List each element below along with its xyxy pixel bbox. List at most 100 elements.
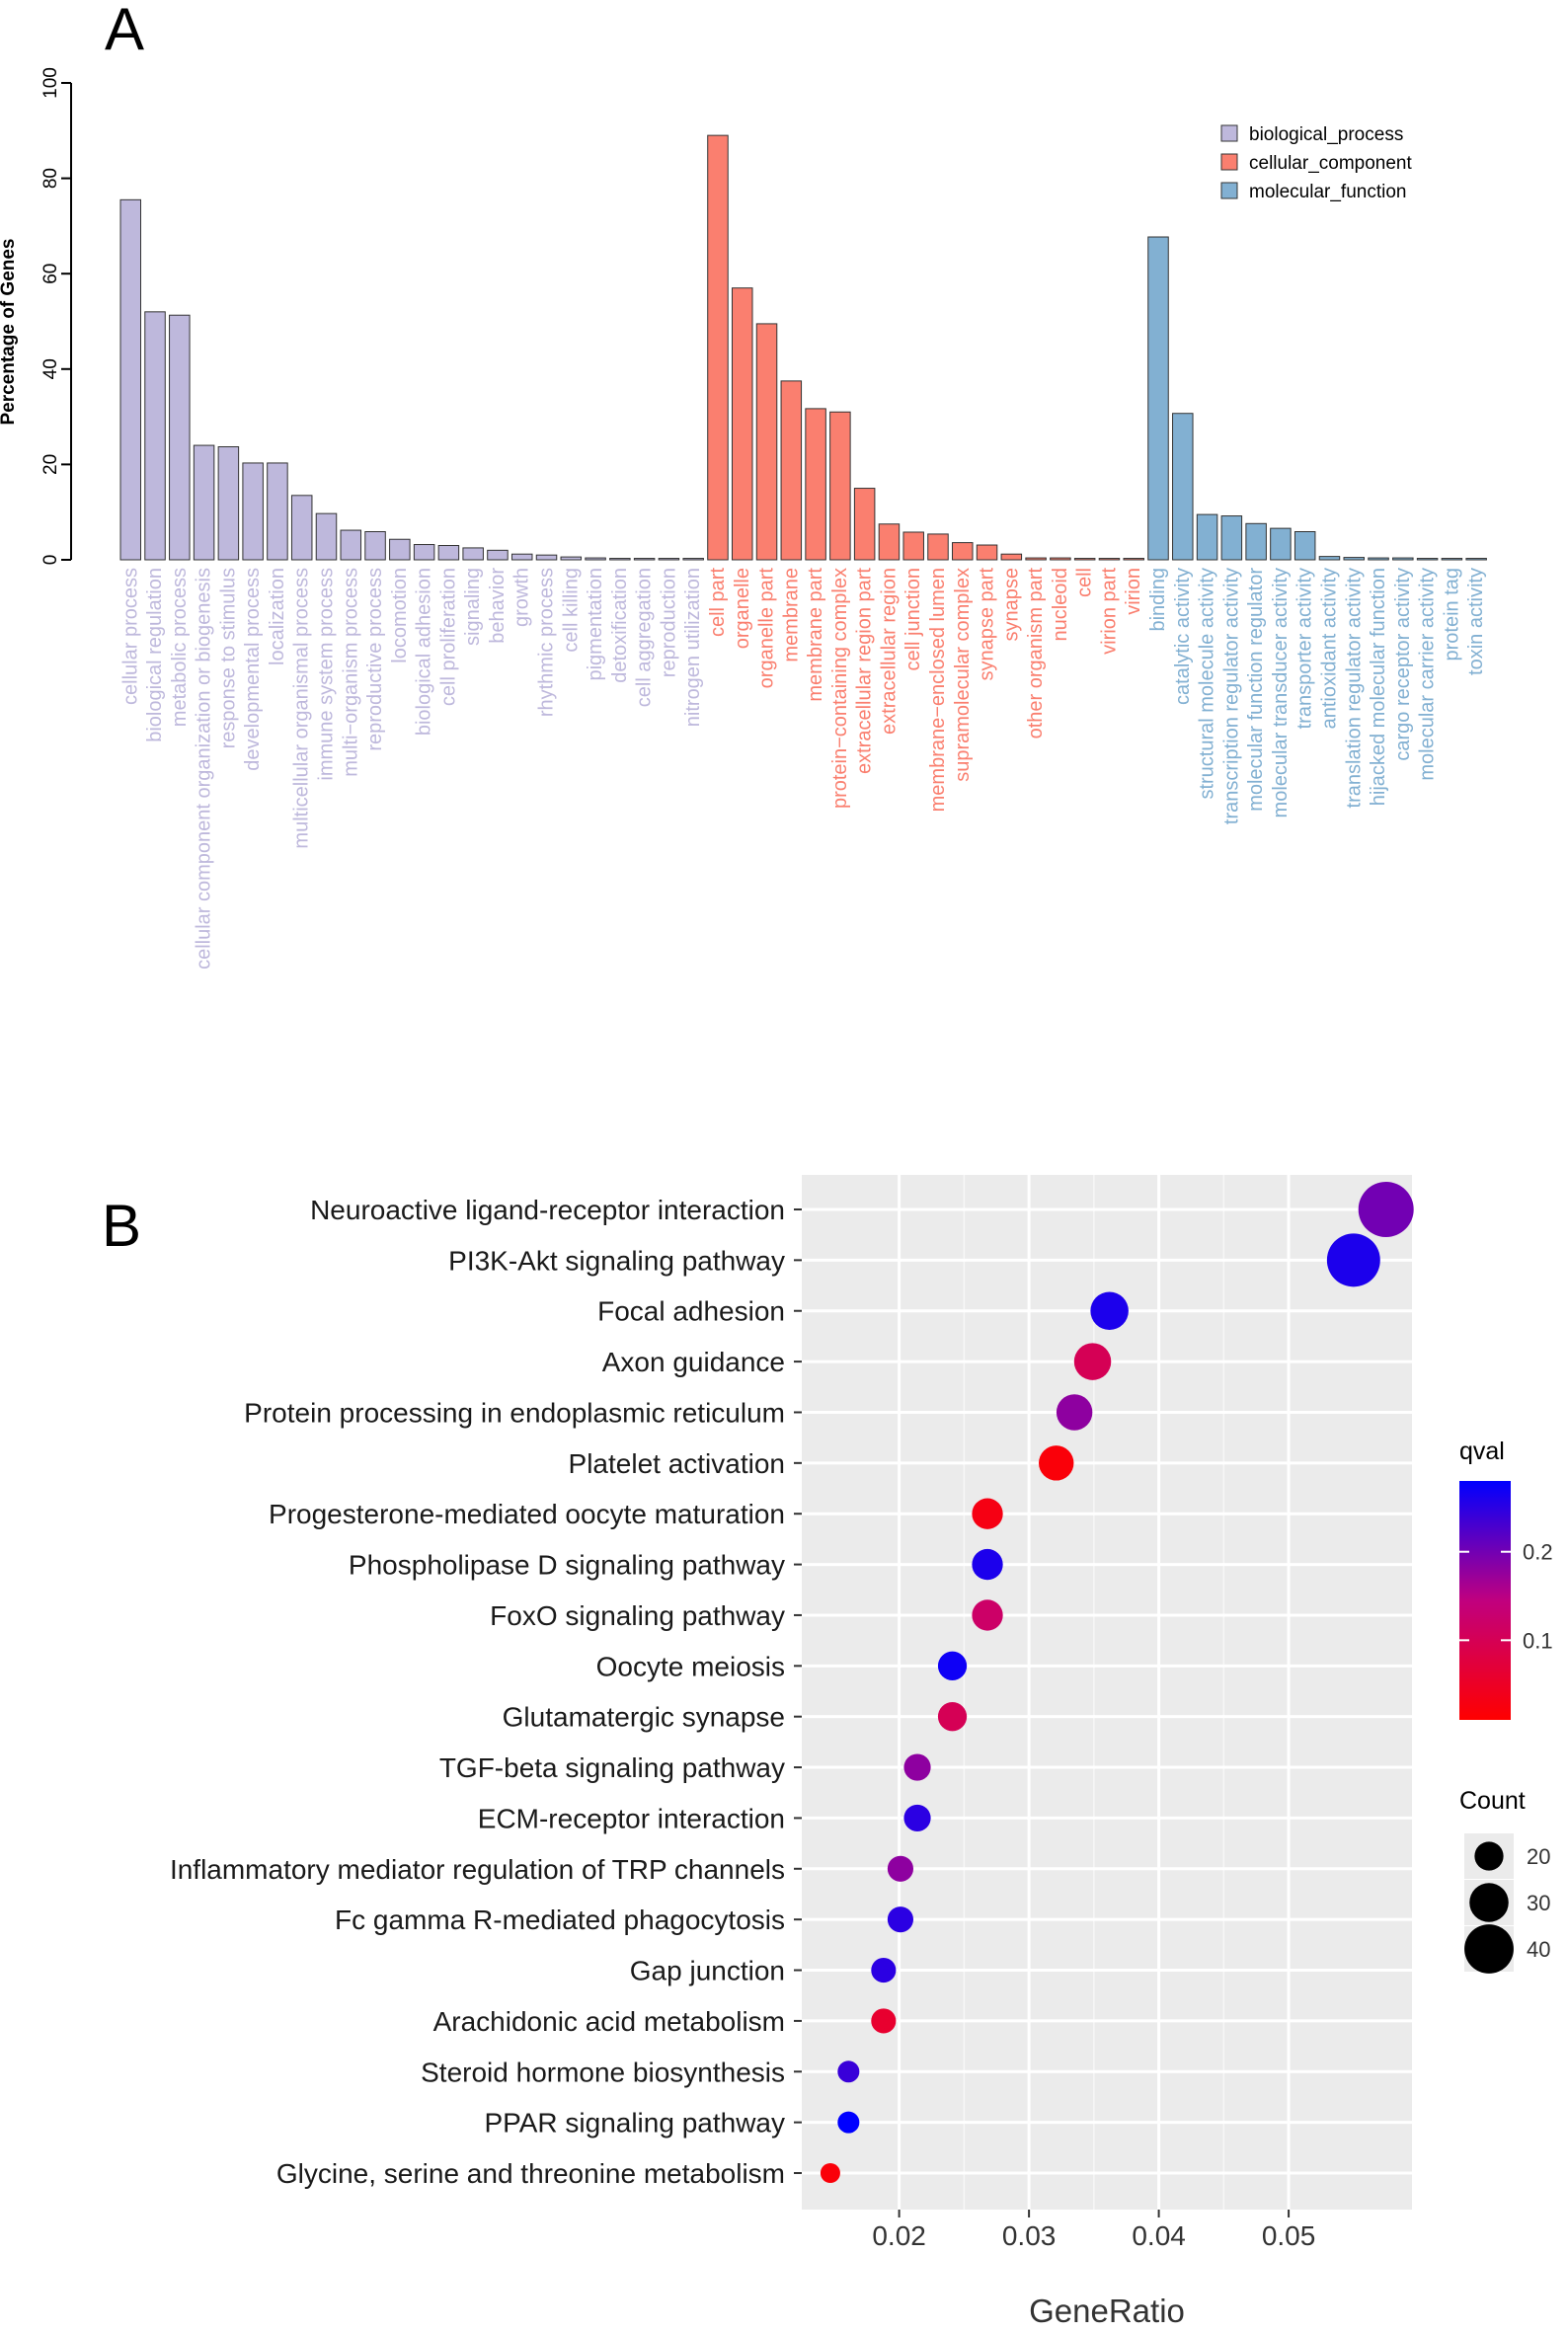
points bbox=[820, 1182, 1414, 2183]
y-axis: 0 20 40 60 80 100 bbox=[40, 67, 72, 566]
bar bbox=[1196, 513, 1218, 561]
x-axis-label: GeneRatio bbox=[1029, 2293, 1185, 2329]
x-tick-label: cellular process bbox=[119, 568, 141, 705]
bar bbox=[340, 529, 362, 561]
data-point bbox=[820, 2163, 840, 2183]
x-tick-label: supramolecular complex bbox=[952, 568, 974, 782]
bar bbox=[1098, 558, 1121, 561]
x-tick-label: multi−organism process bbox=[340, 568, 361, 777]
size-key-dot bbox=[1469, 1883, 1509, 1922]
x-tick-label: protein−containing complex bbox=[829, 568, 851, 809]
x-tick-label: other organism part bbox=[1025, 568, 1047, 739]
data-point bbox=[972, 1548, 1003, 1581]
term-label: ECM-receptor interaction bbox=[478, 1803, 785, 1833]
bar bbox=[1465, 558, 1487, 561]
legend-swatch bbox=[1220, 124, 1238, 142]
term-label: Phospholipase D signaling pathway bbox=[349, 1550, 785, 1581]
bar bbox=[242, 462, 264, 561]
x-tick-label: nitrogen utilization bbox=[682, 568, 704, 727]
bar bbox=[560, 556, 583, 561]
y-tick-label: 100 bbox=[40, 67, 61, 99]
panel-b-label: B bbox=[102, 1193, 141, 1259]
bar bbox=[1025, 557, 1047, 561]
bar bbox=[267, 462, 288, 561]
x-tick-label: response to stimulus bbox=[217, 568, 239, 748]
bars bbox=[119, 134, 1487, 561]
bar bbox=[315, 512, 338, 561]
x-tick-label: biological adhesion bbox=[414, 568, 435, 736]
bar bbox=[732, 287, 753, 561]
x-tick-label: antioxidant activity bbox=[1318, 568, 1340, 729]
x-tick-label: immune system process bbox=[315, 568, 337, 781]
x-tick-label: cell aggregation bbox=[634, 568, 656, 707]
x-tick-label: toxin activity bbox=[1465, 568, 1487, 675]
bar bbox=[755, 323, 778, 561]
plot-background bbox=[802, 1175, 1412, 2210]
data-point bbox=[903, 1753, 931, 1781]
legend-entry: molecular_function bbox=[1249, 182, 1406, 202]
x-tick-label: growth bbox=[511, 568, 533, 627]
term-label: Oocyte meiosis bbox=[596, 1651, 785, 1681]
bar bbox=[707, 134, 729, 561]
x-tick-label: reproduction bbox=[658, 568, 679, 677]
y-tick-label: 60 bbox=[40, 264, 61, 284]
bar bbox=[510, 553, 533, 561]
size-legend-title: Count bbox=[1459, 1787, 1526, 1815]
x-tick-label: reproductive process bbox=[364, 568, 386, 751]
x-tick-label: protein tag bbox=[1441, 568, 1462, 661]
x-tick-label: 0.03 bbox=[1002, 2220, 1057, 2251]
term-label: Neuroactive ligand-receptor interaction bbox=[310, 1195, 785, 1225]
bar bbox=[1123, 558, 1144, 561]
legend-swatch bbox=[1220, 182, 1238, 199]
bar bbox=[952, 542, 974, 561]
data-point bbox=[871, 1957, 897, 1983]
x-tick-label: virion bbox=[1123, 568, 1144, 615]
x-tick-label: cell proliferation bbox=[437, 568, 459, 706]
bar bbox=[1416, 558, 1439, 561]
bar bbox=[1294, 531, 1316, 561]
size-key-label: 40 bbox=[1527, 1937, 1550, 1962]
x-tick-label: molecular carrier activity bbox=[1417, 568, 1439, 781]
bar bbox=[805, 408, 826, 561]
bar bbox=[119, 198, 141, 561]
x-tick-label: membrane part bbox=[805, 568, 826, 702]
x-tick-label: behavior bbox=[487, 568, 509, 644]
bar bbox=[853, 488, 876, 561]
term-label: Steroid hormone biosynthesis bbox=[421, 2057, 785, 2087]
color-tick-label: 0.1 bbox=[1523, 1628, 1553, 1653]
x-tick-label: signaling bbox=[462, 568, 484, 646]
bar bbox=[1073, 558, 1096, 561]
x-tick-label: cell bbox=[1074, 568, 1096, 597]
bar bbox=[1343, 557, 1365, 561]
bar bbox=[1318, 556, 1341, 561]
x-tick-label: transcription regulator activity bbox=[1220, 568, 1242, 824]
term-label: PI3K-Akt signaling pathway bbox=[448, 1245, 785, 1276]
x-tick-label: synapse bbox=[1000, 568, 1022, 642]
bar bbox=[462, 547, 484, 561]
term-label: FoxO signaling pathway bbox=[490, 1600, 785, 1631]
x-tick-label: structural molecule activity bbox=[1197, 568, 1218, 800]
x-tick-label: 0.04 bbox=[1132, 2220, 1186, 2251]
data-point bbox=[887, 1855, 914, 1882]
gridlines bbox=[802, 1175, 1412, 2210]
x-tick-label: cargo receptor activity bbox=[1392, 568, 1414, 761]
y-tick-label: 0 bbox=[40, 555, 61, 566]
x-tick-label: membrane bbox=[780, 568, 802, 662]
bar bbox=[878, 523, 901, 561]
x-tick-label: molecular transducer activity bbox=[1270, 568, 1292, 817]
size-key-label: 20 bbox=[1527, 1844, 1550, 1869]
x-tick-label: detoxification bbox=[609, 568, 631, 683]
bar bbox=[1050, 557, 1071, 561]
color-tick-label: 0.2 bbox=[1523, 1540, 1553, 1565]
bar bbox=[217, 446, 240, 561]
data-point bbox=[972, 1599, 1003, 1631]
x-tick-label: cell part bbox=[707, 568, 729, 637]
term-label: Gap junction bbox=[630, 1956, 785, 1986]
y-tick-label: 20 bbox=[40, 454, 61, 475]
bar bbox=[976, 544, 998, 561]
x-tick-label: synapse part bbox=[977, 568, 998, 681]
data-point bbox=[1056, 1394, 1093, 1431]
bar bbox=[1392, 557, 1414, 561]
bar bbox=[1441, 558, 1463, 561]
data-point bbox=[1073, 1343, 1112, 1380]
